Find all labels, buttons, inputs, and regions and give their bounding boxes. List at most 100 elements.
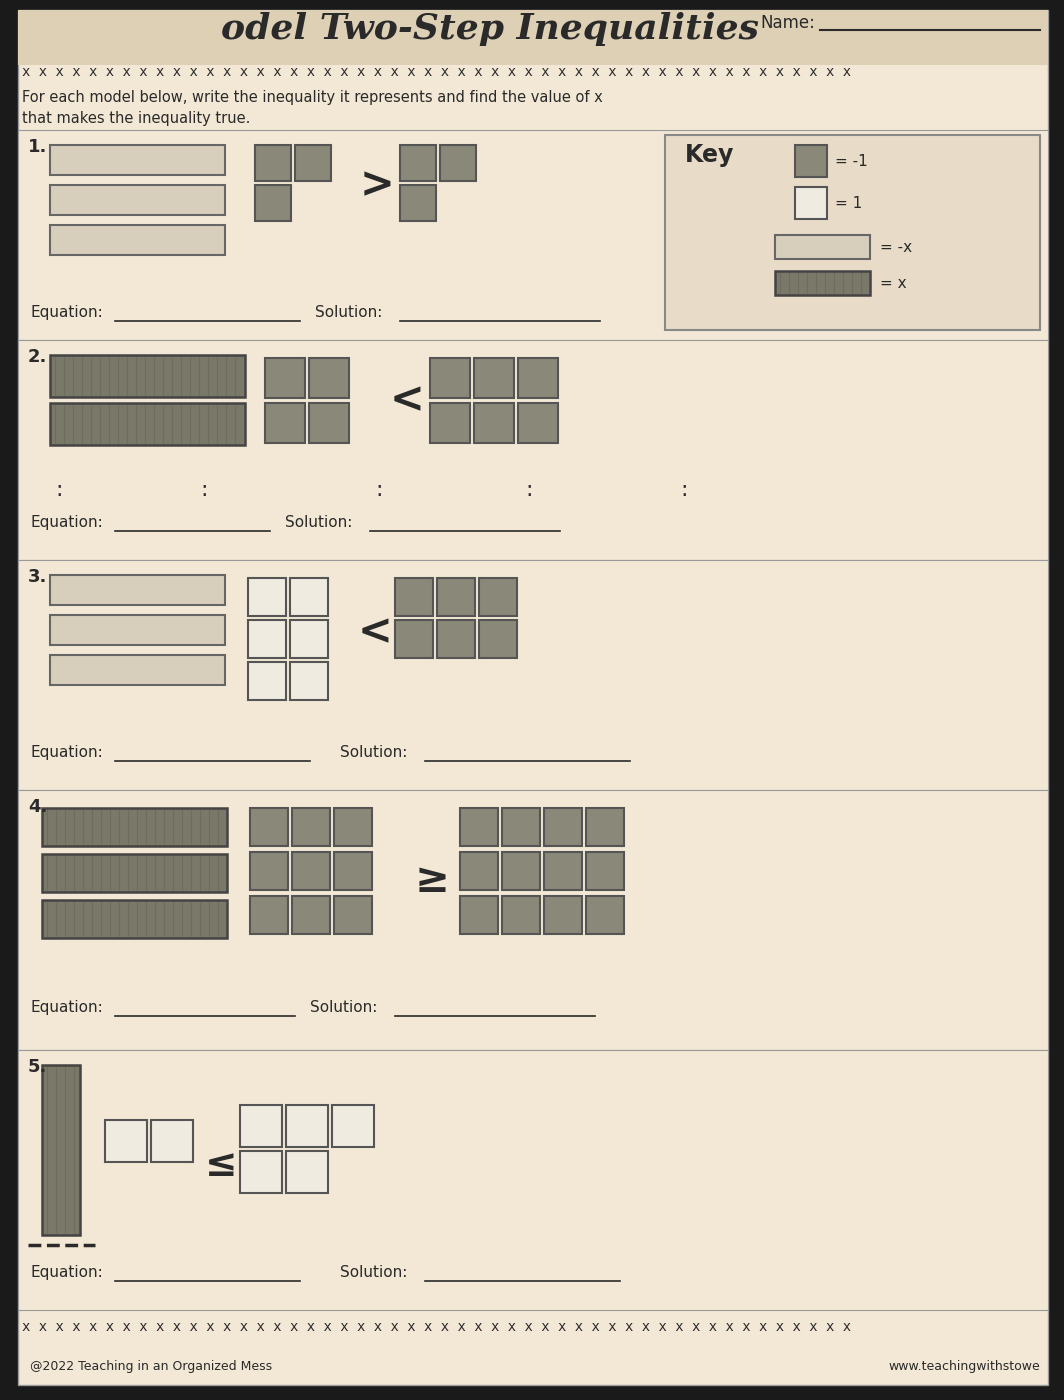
Bar — [248, 620, 286, 658]
Text: :: : — [200, 480, 207, 500]
Bar — [286, 1151, 328, 1193]
Bar — [460, 896, 498, 934]
Bar — [502, 808, 541, 846]
Bar — [400, 146, 436, 181]
Bar — [479, 578, 517, 616]
Text: 5.: 5. — [28, 1058, 48, 1077]
Bar — [473, 358, 514, 398]
Bar — [290, 662, 328, 700]
Bar — [437, 578, 475, 616]
Bar — [334, 808, 372, 846]
Bar — [460, 853, 498, 890]
Text: Key: Key — [685, 143, 734, 167]
Bar — [18, 1050, 1048, 1310]
Bar — [586, 853, 624, 890]
Bar — [795, 146, 827, 176]
Bar — [41, 854, 227, 892]
Bar — [395, 620, 433, 658]
Text: 1.: 1. — [28, 139, 48, 155]
Bar — [292, 853, 330, 890]
Bar — [775, 235, 870, 259]
Bar — [334, 853, 372, 890]
Bar — [18, 560, 1048, 790]
Bar — [265, 403, 305, 442]
Bar — [50, 225, 225, 255]
Bar — [295, 146, 331, 181]
Text: :: : — [525, 480, 532, 500]
Bar — [50, 403, 245, 445]
Bar — [50, 185, 225, 216]
Bar — [18, 10, 1048, 64]
Bar — [586, 896, 624, 934]
Text: Solution:: Solution: — [310, 1000, 378, 1015]
Bar — [473, 403, 514, 442]
Text: Solution:: Solution: — [340, 745, 408, 760]
Text: x x x x x x x x x x x x x x x x x x x x x x x x x x x x x x x x x x x x x x x x : x x x x x x x x x x x x x x x x x x x x … — [22, 1320, 860, 1334]
Text: <: < — [390, 379, 425, 421]
Bar — [18, 790, 1048, 1050]
Bar — [479, 620, 517, 658]
Bar — [332, 1105, 375, 1147]
Bar — [255, 185, 290, 221]
Bar — [440, 146, 476, 181]
Text: Solution:: Solution: — [340, 1266, 408, 1280]
Bar — [518, 403, 558, 442]
Bar — [437, 620, 475, 658]
Text: ≤: ≤ — [205, 1147, 237, 1184]
Text: 4.: 4. — [28, 798, 48, 816]
Bar — [50, 615, 225, 645]
Text: www.teachingwithstowe: www.teachingwithstowe — [888, 1359, 1040, 1373]
Bar — [292, 896, 330, 934]
Bar — [400, 185, 436, 221]
Text: Equation:: Equation: — [30, 305, 103, 321]
Bar — [795, 188, 827, 218]
Bar — [250, 808, 288, 846]
Bar — [290, 620, 328, 658]
Bar — [248, 662, 286, 700]
Bar — [50, 655, 225, 685]
Bar — [395, 578, 433, 616]
Bar — [41, 900, 227, 938]
Bar — [18, 340, 1048, 560]
Bar — [250, 896, 288, 934]
Text: Equation:: Equation: — [30, 745, 103, 760]
Bar — [460, 808, 498, 846]
Bar — [502, 896, 541, 934]
Bar — [544, 896, 582, 934]
Bar — [151, 1120, 193, 1162]
Bar — [334, 896, 372, 934]
Text: Solution:: Solution: — [315, 305, 382, 321]
Bar — [309, 358, 349, 398]
Bar — [430, 358, 470, 398]
Text: >: > — [360, 164, 395, 206]
Text: Equation:: Equation: — [30, 515, 103, 531]
Bar — [502, 853, 541, 890]
Bar — [50, 146, 225, 175]
Text: = 1: = 1 — [835, 196, 862, 210]
Bar — [41, 1065, 80, 1235]
Text: :: : — [55, 480, 63, 500]
Bar — [50, 356, 245, 398]
Bar — [41, 808, 227, 846]
Bar — [544, 808, 582, 846]
Text: Name:: Name: — [760, 14, 815, 32]
Text: For each model below, write the inequality it represents and find the value of x: For each model below, write the inequali… — [22, 90, 602, 126]
Bar — [586, 808, 624, 846]
Text: :: : — [375, 480, 382, 500]
Bar — [518, 358, 558, 398]
Text: :: : — [680, 480, 687, 500]
Text: 2.: 2. — [28, 349, 48, 365]
Text: = x: = x — [880, 276, 907, 291]
Bar — [544, 853, 582, 890]
Text: Solution:: Solution: — [285, 515, 352, 531]
Text: = -x: = -x — [880, 239, 912, 255]
Text: 3.: 3. — [28, 568, 48, 587]
Bar — [248, 578, 286, 616]
Bar — [665, 134, 1040, 330]
Bar — [309, 403, 349, 442]
Bar — [18, 130, 1048, 340]
Bar — [430, 403, 470, 442]
Bar — [240, 1105, 282, 1147]
Text: Equation:: Equation: — [30, 1000, 103, 1015]
Bar — [240, 1151, 282, 1193]
